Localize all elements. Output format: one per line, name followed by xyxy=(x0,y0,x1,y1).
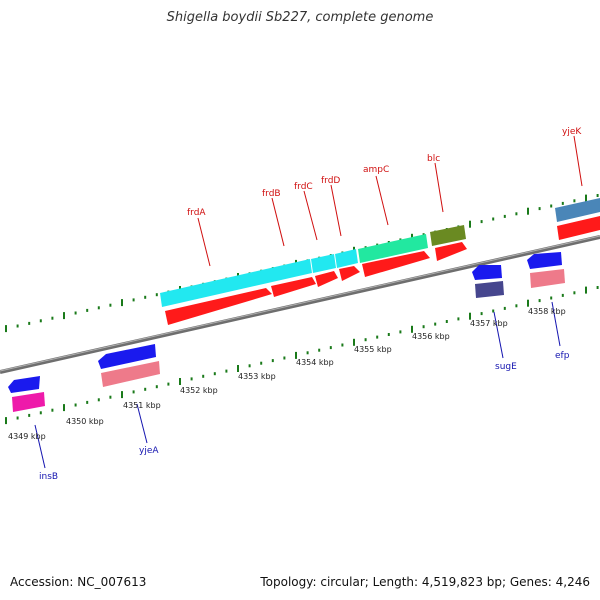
gene-efp-box[interactable] xyxy=(530,269,565,288)
leader-frdC xyxy=(303,190,318,241)
gene-frdB-arrow[interactable] xyxy=(271,277,316,297)
gene-yjeK-arrow[interactable] xyxy=(557,216,600,240)
gene-label-yjeK[interactable]: yjeK xyxy=(562,127,582,137)
kbp-label: 4354 kbp xyxy=(296,358,334,367)
gene-ampC-arrow[interactable] xyxy=(362,251,430,277)
gene-label-frdA[interactable]: frdA xyxy=(187,208,206,218)
gene-frdA-arrow[interactable] xyxy=(165,288,272,325)
cds-blc-block[interactable] xyxy=(430,225,466,246)
cds-frdC-block[interactable] xyxy=(335,249,358,268)
leader-blc xyxy=(434,162,444,213)
leader-frdB xyxy=(271,197,285,247)
cds-frdA-block[interactable] xyxy=(160,259,312,307)
kbp-label: 4358 kbp xyxy=(528,307,566,316)
forward-strand-features xyxy=(160,198,600,325)
leader-insB xyxy=(34,424,46,469)
gene-frdD-arrow[interactable] xyxy=(339,266,360,281)
gene-label-yjeA[interactable]: yjeA xyxy=(139,446,159,456)
accession-text: Accession: NC_007613 xyxy=(10,575,147,589)
leader-ampC xyxy=(375,175,389,226)
gene-label-blc[interactable]: blc xyxy=(427,154,440,164)
gene-label-ampC[interactable]: ampC xyxy=(363,165,389,175)
gene-blc-arrow[interactable] xyxy=(435,242,467,261)
kbp-ruler-labels: 4349 kbp 4350 kbp 4351 kbp 4352 kbp 4353… xyxy=(8,307,566,441)
cds-ampC-block[interactable] xyxy=(358,234,428,263)
bottom-gene-labels: insB yjeA sugE efp xyxy=(34,301,570,482)
leader-yjeA xyxy=(136,403,148,444)
kbp-label: 4353 kbp xyxy=(238,372,276,381)
gene-label-sugE[interactable]: sugE xyxy=(495,362,517,372)
leader-frdA xyxy=(197,217,211,267)
gene-label-frdD[interactable]: frdD xyxy=(321,176,340,186)
cds-frdB-block[interactable] xyxy=(311,254,336,273)
kbp-label: 4355 kbp xyxy=(354,345,392,354)
kbp-label: 4356 kbp xyxy=(412,332,450,341)
gene-label-insB[interactable]: insB xyxy=(39,472,58,482)
gene-efp-arrow[interactable] xyxy=(527,252,562,269)
gene-frdC-arrow[interactable] xyxy=(315,271,338,287)
leader-sugE xyxy=(493,311,504,359)
gene-sugE-arrow[interactable] xyxy=(472,265,502,280)
kbp-label: 4352 kbp xyxy=(180,386,218,395)
top-gene-labels: frdA frdB frdC frdD ampC blc yjeK xyxy=(187,127,583,267)
gene-label-frdB[interactable]: frdB xyxy=(262,189,281,199)
genome-summary-text: Topology: circular; Length: 4,519,823 bp… xyxy=(260,575,590,589)
inner-tick-row xyxy=(5,286,599,425)
gene-sugE-box[interactable] xyxy=(475,281,504,298)
gene-label-frdC[interactable]: frdC xyxy=(294,182,313,192)
leader-yjeK xyxy=(573,135,583,187)
genome-backbone-highlight xyxy=(0,235,600,372)
kbp-label: 4349 kbp xyxy=(8,432,46,441)
genome-backbone xyxy=(0,235,600,374)
cds-yjeK-block[interactable] xyxy=(555,198,600,222)
kbp-label: 4357 kbp xyxy=(470,319,508,328)
gene-label-efp[interactable]: efp xyxy=(555,351,570,361)
leader-frdD xyxy=(330,184,342,237)
kbp-label: 4351 kbp xyxy=(123,401,161,410)
gene-insB-box[interactable] xyxy=(12,392,45,412)
gene-yjeA-arrow[interactable] xyxy=(98,344,156,369)
kbp-label: 4350 kbp xyxy=(66,417,104,426)
reverse-strand-features xyxy=(8,252,565,412)
gene-insB-arrow[interactable] xyxy=(8,376,40,393)
map-title: Shigella boydii Sb227, complete genome xyxy=(166,10,434,25)
gene-yjeA-box[interactable] xyxy=(101,361,160,387)
leader-efp xyxy=(551,301,561,347)
